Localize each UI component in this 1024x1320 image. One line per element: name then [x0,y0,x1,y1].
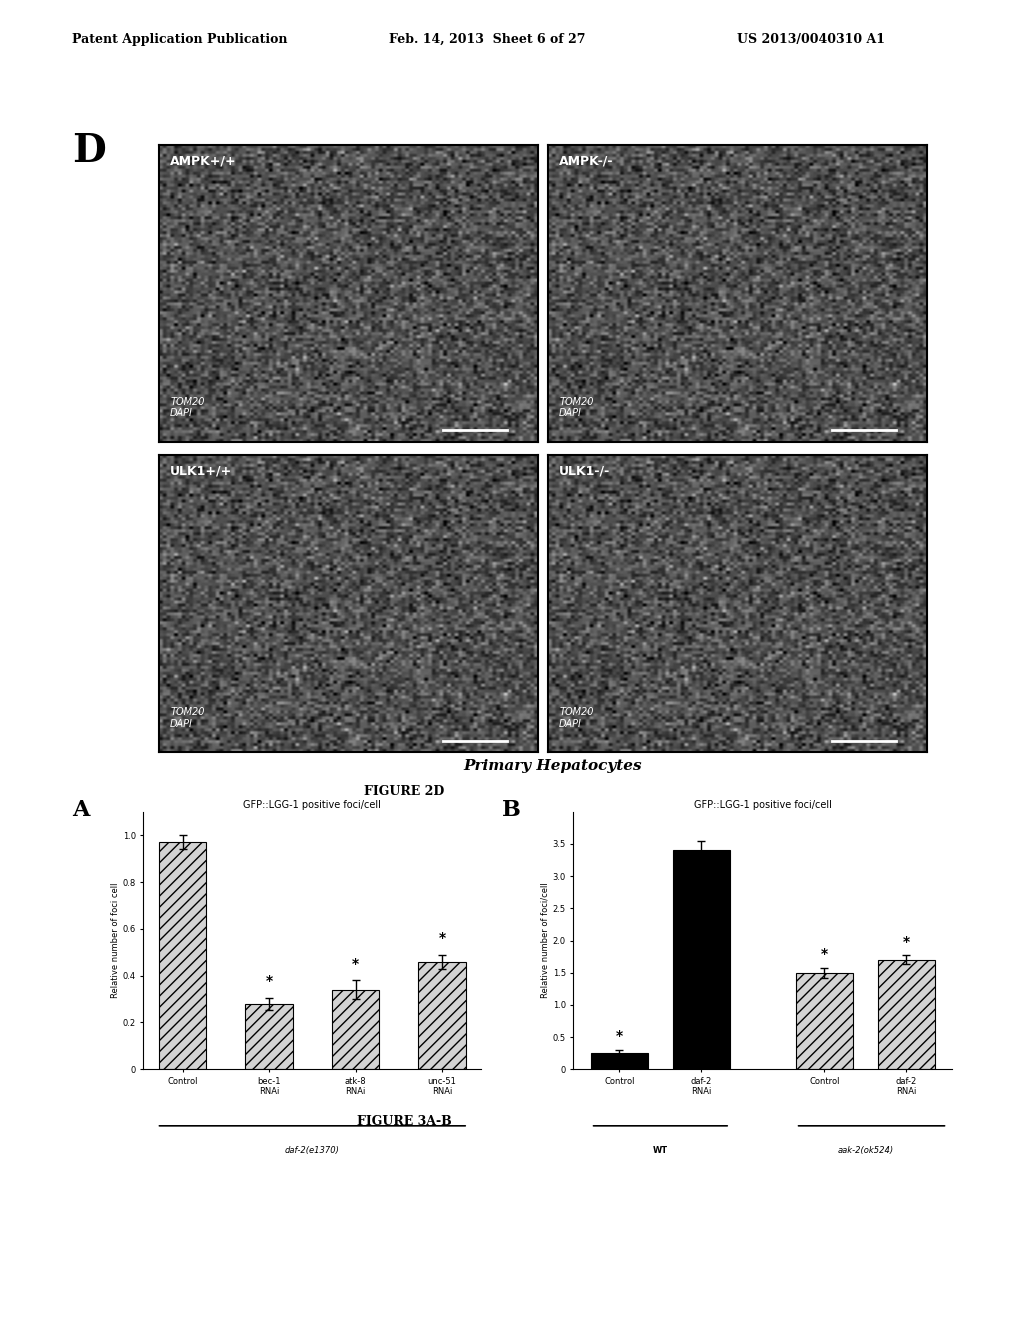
Text: Feb. 14, 2013  Sheet 6 of 27: Feb. 14, 2013 Sheet 6 of 27 [389,33,586,46]
Y-axis label: Relative number of foci cell: Relative number of foci cell [111,883,120,998]
Text: AMPK+/+: AMPK+/+ [170,154,237,168]
Text: *: * [438,931,445,945]
Bar [332,990,379,1069]
Text: aak-2(ok524): aak-2(ok524) [838,1146,894,1155]
Text: D: D [72,132,105,170]
Text: A: A [72,799,89,821]
Text: ULK1+/+: ULK1+/+ [170,465,232,478]
Bar [591,1053,648,1069]
Text: FIGURE 3A-B: FIGURE 3A-B [357,1115,452,1129]
Bar [796,973,853,1069]
Bar [246,1003,293,1069]
Text: TOM20
DAPI: TOM20 DAPI [559,708,594,729]
Text: *: * [265,974,272,989]
Text: Primary Hepatocytes: Primary Hepatocytes [464,759,642,774]
Y-axis label: Relative number of foci/cell: Relative number of foci/cell [541,883,550,998]
Text: B: B [502,799,520,821]
Text: *: * [352,957,359,972]
Text: FIGURE 2D: FIGURE 2D [365,785,444,799]
Text: WT: WT [653,1146,668,1155]
Text: *: * [821,946,828,961]
Text: US 2013/0040310 A1: US 2013/0040310 A1 [737,33,886,46]
Text: TOM20
DAPI: TOM20 DAPI [170,708,205,729]
Text: daf-2(e1370): daf-2(e1370) [285,1146,340,1155]
Bar [878,960,935,1069]
Text: TOM20
DAPI: TOM20 DAPI [559,397,594,418]
Text: ULK1-/-: ULK1-/- [559,465,610,478]
Text: Patent Application Publication: Patent Application Publication [72,33,287,46]
Text: *: * [615,1030,623,1043]
Title: GFP::LGG-1 positive foci/cell: GFP::LGG-1 positive foci/cell [694,800,831,809]
Text: TOM20
DAPI: TOM20 DAPI [170,397,205,418]
Text: AMPK-/-: AMPK-/- [559,154,613,168]
Bar [159,842,206,1069]
Text: *: * [903,935,910,949]
Bar [419,961,466,1069]
Bar [673,850,730,1069]
Title: GFP::LGG-1 positive foci/cell: GFP::LGG-1 positive foci/cell [244,800,381,809]
